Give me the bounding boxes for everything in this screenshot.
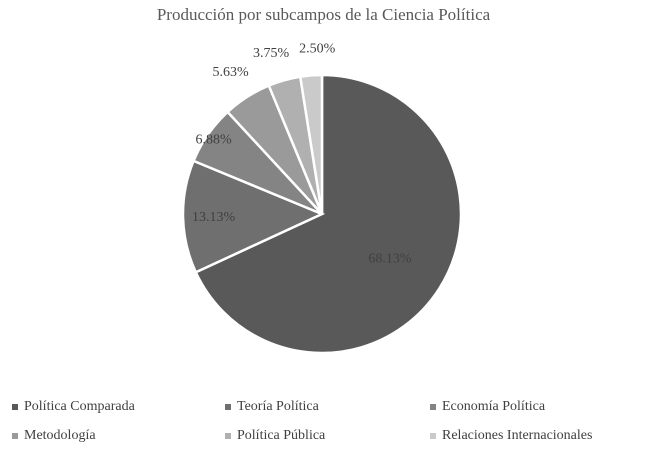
chart-title: Producción por subcampos de la Ciencia P…: [156, 5, 491, 24]
legend-swatch: [430, 404, 436, 410]
legend-swatch: [430, 433, 436, 439]
legend-label: Metodología: [24, 428, 96, 443]
slice-data-label: 2.50%: [299, 41, 336, 56]
slice-data-label: 6.88%: [196, 133, 233, 148]
legend-swatch: [12, 433, 18, 439]
pie-slice: [298, 73, 324, 215]
pie-chart: 68.13% 13.13% 6.88% 5.63% 3.75% 2.50%: [181, 41, 463, 355]
pie-slices: [181, 73, 463, 355]
legend-label: Economía Política: [442, 399, 546, 414]
slice-data-label: 13.13%: [192, 210, 236, 225]
pie-slice: [181, 159, 326, 274]
legend-item: Política Pública: [225, 428, 325, 444]
legend-label: Política Comparada: [24, 399, 135, 414]
legend-swatch: [225, 404, 231, 410]
slice-data-label: 3.75%: [253, 46, 290, 61]
legend-label: Relaciones Internacionales: [442, 428, 593, 443]
legend-swatch: [225, 433, 231, 439]
legend-item: Economía Política: [430, 399, 545, 415]
pie-slice: [194, 73, 463, 355]
legend-item: Teoría Política: [225, 399, 319, 415]
legend-label: Teoría Política: [237, 399, 319, 414]
legend-item: Política Comparada: [12, 399, 135, 415]
legend-item: Relaciones Internacionales: [430, 428, 592, 444]
legend-swatch: [12, 404, 18, 410]
legend-item: Metodología: [12, 428, 96, 444]
slice-labels: 68.13% 13.13% 6.88% 5.63% 3.75% 2.50%: [192, 41, 412, 266]
slice-data-label: 68.13%: [368, 251, 412, 266]
slice-data-label: 5.63%: [212, 65, 249, 80]
legend-label: Política Pública: [237, 428, 326, 443]
